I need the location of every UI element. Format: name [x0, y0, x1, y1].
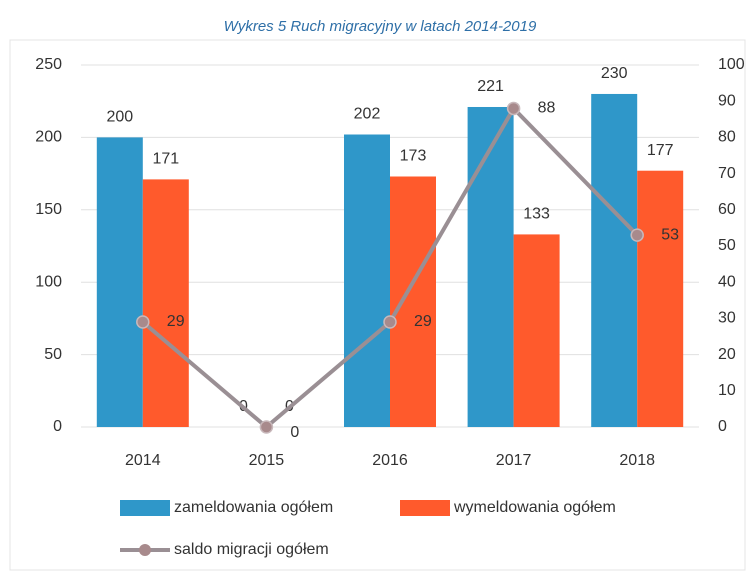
line-marker: [259, 420, 274, 434]
bar: [344, 134, 390, 427]
x-tick-label: 2017: [496, 452, 532, 469]
x-tick-label: 2015: [249, 452, 285, 469]
y-tick-label: 100: [35, 273, 62, 290]
data-label: 202: [354, 106, 381, 123]
y-tick-label: 200: [35, 129, 62, 146]
line-marker: [383, 315, 397, 329]
legend-label: zameldowania ogółem: [174, 499, 333, 516]
bar: [591, 93, 638, 428]
x-tick-label: 2014: [125, 452, 161, 469]
y2-tick-label: 80: [718, 129, 736, 146]
line-marker: [506, 101, 521, 116]
y-tick-label: 150: [35, 201, 62, 218]
data-label: 177: [647, 142, 674, 159]
y2-tick-label: 60: [718, 201, 736, 218]
legend-swatch: [120, 500, 170, 516]
y2-tick-label: 0: [718, 418, 727, 435]
y-tick-label: 50: [44, 346, 62, 363]
y2-tick-label: 90: [718, 92, 736, 109]
data-label: 173: [400, 148, 427, 165]
data-label: 221: [477, 78, 504, 95]
y2-tick-label: 70: [718, 165, 736, 182]
data-label: 53: [661, 226, 679, 243]
y2-tick-label: 100: [718, 56, 745, 73]
data-label: 88: [538, 100, 556, 117]
data-label: 171: [152, 151, 179, 168]
bar: [467, 106, 514, 427]
bar: [96, 137, 143, 427]
x-tick-label: 2018: [619, 452, 655, 469]
legend-swatch: [400, 500, 450, 516]
data-label: 0: [290, 424, 299, 441]
legend-label: wymeldowania ogółem: [453, 499, 616, 516]
data-label: 200: [106, 109, 133, 126]
x-tick-label: 2016: [372, 452, 408, 469]
data-label: 29: [167, 313, 185, 330]
bar: [390, 176, 436, 427]
chart-title: Wykres 5 Ruch migracyjny w latach 2014-2…: [224, 18, 537, 35]
data-label: 230: [601, 65, 628, 82]
y2-tick-label: 20: [718, 346, 736, 363]
y2-tick-label: 50: [718, 237, 736, 254]
legend-label: saldo migracji ogółem: [174, 541, 329, 558]
y2-tick-label: 30: [718, 310, 736, 327]
bar: [142, 179, 189, 427]
y-tick-label: 250: [35, 56, 62, 73]
data-label: 133: [523, 206, 550, 223]
y-tick-label: 0: [53, 418, 62, 435]
data-label: 29: [414, 313, 432, 330]
legend-swatch: [139, 544, 151, 556]
line-marker: [630, 228, 644, 242]
y2-tick-label: 40: [718, 273, 736, 290]
bar: [513, 234, 560, 427]
bar: [637, 170, 684, 428]
y2-tick-label: 10: [718, 382, 736, 399]
line-marker: [136, 315, 150, 329]
